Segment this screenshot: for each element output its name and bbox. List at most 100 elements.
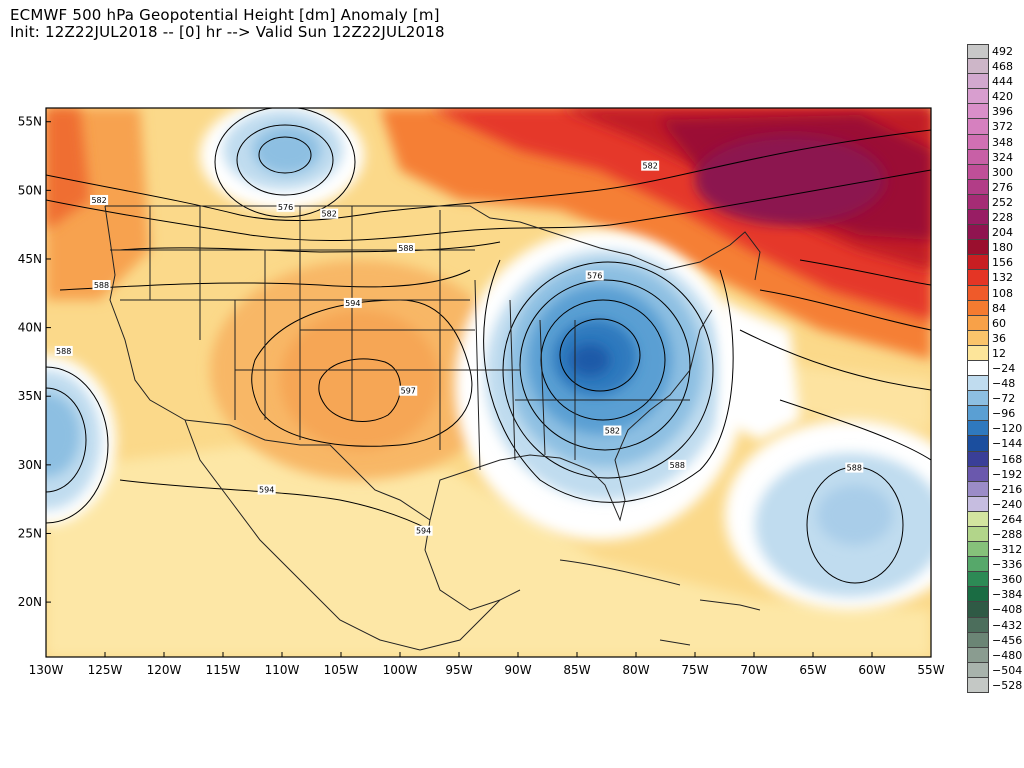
- legend-swatch: [967, 602, 989, 618]
- legend-label: 300: [992, 165, 1013, 179]
- legend-item: −72: [967, 391, 1024, 407]
- legend-label: −480: [992, 648, 1023, 662]
- legend-label: −288: [992, 528, 1023, 541]
- chart-title: ECMWF 500 hPa Geopotential Height [dm] A…: [10, 6, 440, 24]
- legend-item: 108: [967, 285, 1024, 301]
- legend-label: 132: [992, 271, 1013, 285]
- legend-label: 276: [992, 180, 1013, 194]
- legend-swatch: [967, 270, 989, 286]
- legend-label: 180: [992, 241, 1013, 255]
- legend-label: −528: [992, 678, 1023, 692]
- legend-item: 372: [967, 119, 1024, 135]
- contour-label: 576: [278, 203, 293, 212]
- legend-label: 12: [992, 346, 1006, 360]
- legend-label: 396: [992, 105, 1013, 119]
- legend-item: 132: [967, 270, 1024, 286]
- contour-label-bg: [343, 297, 362, 308]
- legend-label: 492: [992, 45, 1013, 58]
- lon-tick-label: 100W: [383, 663, 418, 677]
- contour-label: 588: [398, 244, 413, 253]
- legend-item: 228: [967, 210, 1024, 226]
- longitude-axis: 130W 125W 120W 115W 110W 105W 100W 95W 90W 85W 80W…: [29, 652, 945, 677]
- legend-label: −144: [992, 437, 1023, 451]
- legend-item: 204: [967, 225, 1024, 241]
- legend-item: −264: [967, 511, 1024, 527]
- lon-tick-label: 95W: [445, 663, 472, 677]
- lon-tick-label: 85W: [563, 663, 590, 677]
- legend-item: 300: [967, 164, 1024, 180]
- legend-swatch: [967, 587, 989, 603]
- legend-item: −360: [967, 572, 1024, 588]
- legend-swatch: [967, 557, 989, 573]
- legend-label: 84: [992, 301, 1006, 315]
- legend-label: 468: [992, 60, 1013, 74]
- chart-subtitle: Init: 12Z22JUL2018 -- [0] hr --> Valid S…: [10, 23, 445, 41]
- legend-label: −168: [992, 452, 1023, 466]
- legend-item: −504: [967, 662, 1024, 678]
- contour-label-bg: [92, 280, 111, 291]
- legend-item: 36: [967, 330, 1024, 346]
- lat-tick-label: 30N: [18, 458, 42, 472]
- lon-tick-label: 105W: [324, 663, 359, 677]
- latitude-axis: 20N 25N 30N 35N 40N 45N 50N 55N: [18, 115, 51, 609]
- lat-tick-label: 35N: [18, 389, 42, 403]
- legend-label: −96: [992, 407, 1016, 421]
- lon-tick-label: 125W: [88, 663, 123, 677]
- lat-tick-label: 50N: [18, 183, 42, 197]
- legend-swatch: [967, 391, 989, 407]
- contour-label: 594: [345, 299, 360, 308]
- legend-label: −336: [992, 558, 1023, 572]
- legend-label: −384: [992, 588, 1023, 602]
- legend-swatch: [967, 572, 989, 588]
- contour-label-bg: [320, 208, 339, 219]
- contour-label: 594: [259, 486, 274, 495]
- legend-label: −432: [992, 618, 1023, 632]
- legend-label: −360: [992, 573, 1023, 587]
- anomaly-map: 582 576 582 588 588 594 588 597 576 582 588 582 588 5…: [18, 107, 945, 677]
- contour-label-bg: [585, 270, 604, 281]
- lon-tick-label: 75W: [681, 663, 708, 677]
- legend-label: 372: [992, 120, 1013, 134]
- legend-item: −192: [967, 466, 1024, 482]
- lon-tick-label: 70W: [740, 663, 767, 677]
- legend-item: −288: [967, 527, 1024, 543]
- lon-tick-label: 60W: [858, 663, 885, 677]
- legend-label: −504: [992, 663, 1023, 677]
- legend-item: −48: [967, 376, 1024, 392]
- contour-label: 588: [94, 281, 109, 290]
- lat-tick-label: 40N: [18, 321, 42, 335]
- legend-label: −408: [992, 603, 1023, 617]
- legend-label: 444: [992, 75, 1013, 89]
- legend-swatch: [967, 647, 989, 663]
- legend-swatch: [967, 164, 989, 180]
- legend-item: −240: [967, 496, 1024, 512]
- contour-label-bg: [276, 201, 295, 212]
- legend-label: −120: [992, 422, 1023, 436]
- legend-swatch: [967, 59, 989, 75]
- legend-label: −72: [992, 392, 1016, 406]
- legend-swatch: [967, 436, 989, 452]
- lon-tick-label: 130W: [29, 663, 64, 677]
- legend-swatch: [967, 511, 989, 527]
- legend-swatch: [967, 376, 989, 392]
- legend-swatch: [967, 466, 989, 482]
- legend-swatch: [967, 255, 989, 271]
- legend-swatch: [967, 194, 989, 211]
- legend-item: −96: [967, 406, 1024, 422]
- legend-swatch: [967, 421, 989, 437]
- height-contours: [46, 108, 931, 584]
- contour-label: 588: [847, 464, 862, 473]
- political-boundaries: [104, 205, 761, 651]
- legend-item: 156: [967, 255, 1024, 271]
- contour-labels: 582 576 582 588 588 594 588 597 576 582 588 582 588 5…: [54, 160, 864, 536]
- legend-item: −144: [967, 436, 1024, 452]
- legend-item: −216: [967, 481, 1024, 497]
- legend-swatch: [967, 451, 989, 467]
- lon-tick-label: 80W: [622, 663, 649, 677]
- legend-item: 468: [967, 59, 1024, 75]
- lon-tick-label: 120W: [147, 663, 182, 677]
- legend-swatch: [967, 481, 989, 497]
- legend-item: 252: [967, 194, 1024, 211]
- legend-item: −408: [967, 602, 1024, 618]
- legend-item: 396: [967, 104, 1024, 120]
